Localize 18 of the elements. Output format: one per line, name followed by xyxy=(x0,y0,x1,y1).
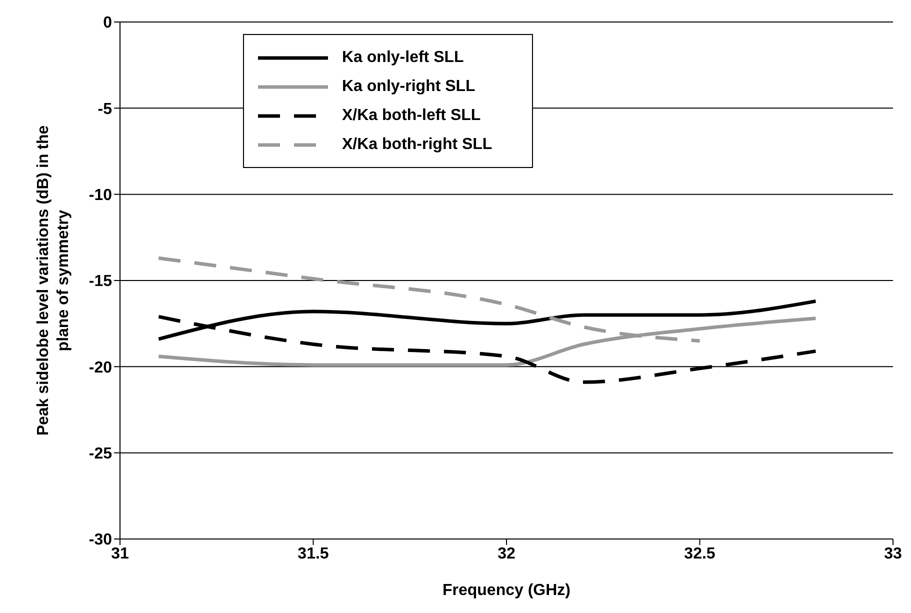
x-tick-label: 33 xyxy=(884,545,902,562)
legend-label: X/Ka both-left SLL xyxy=(342,106,481,124)
y-axis-title: Peak sidelobe level variations (dB) in the plane of symmetry xyxy=(35,125,72,436)
y-tick-label: -20 xyxy=(88,359,112,376)
y-tick-label: -30 xyxy=(88,532,112,549)
y-tick-label: -5 xyxy=(98,100,112,118)
legend-label: X/Ka both-right SLL xyxy=(342,136,492,154)
x-axis-title: Frequency (GHz) xyxy=(442,582,571,599)
y-tick-label: 0 xyxy=(103,14,112,32)
x-tick-label: 31.5 xyxy=(298,545,329,562)
y-tick-label: -25 xyxy=(88,446,112,463)
x-tick-label: 31 xyxy=(111,545,129,562)
y-tick-label: -10 xyxy=(88,187,112,204)
legend-label: Ka only-left SLL xyxy=(342,48,464,66)
legend-label: Ka only-right SLL xyxy=(342,78,476,96)
y-tick-label: -15 xyxy=(88,273,112,290)
x-tick-label: 32.5 xyxy=(684,545,716,562)
x-tick-label: 32 xyxy=(498,545,516,562)
